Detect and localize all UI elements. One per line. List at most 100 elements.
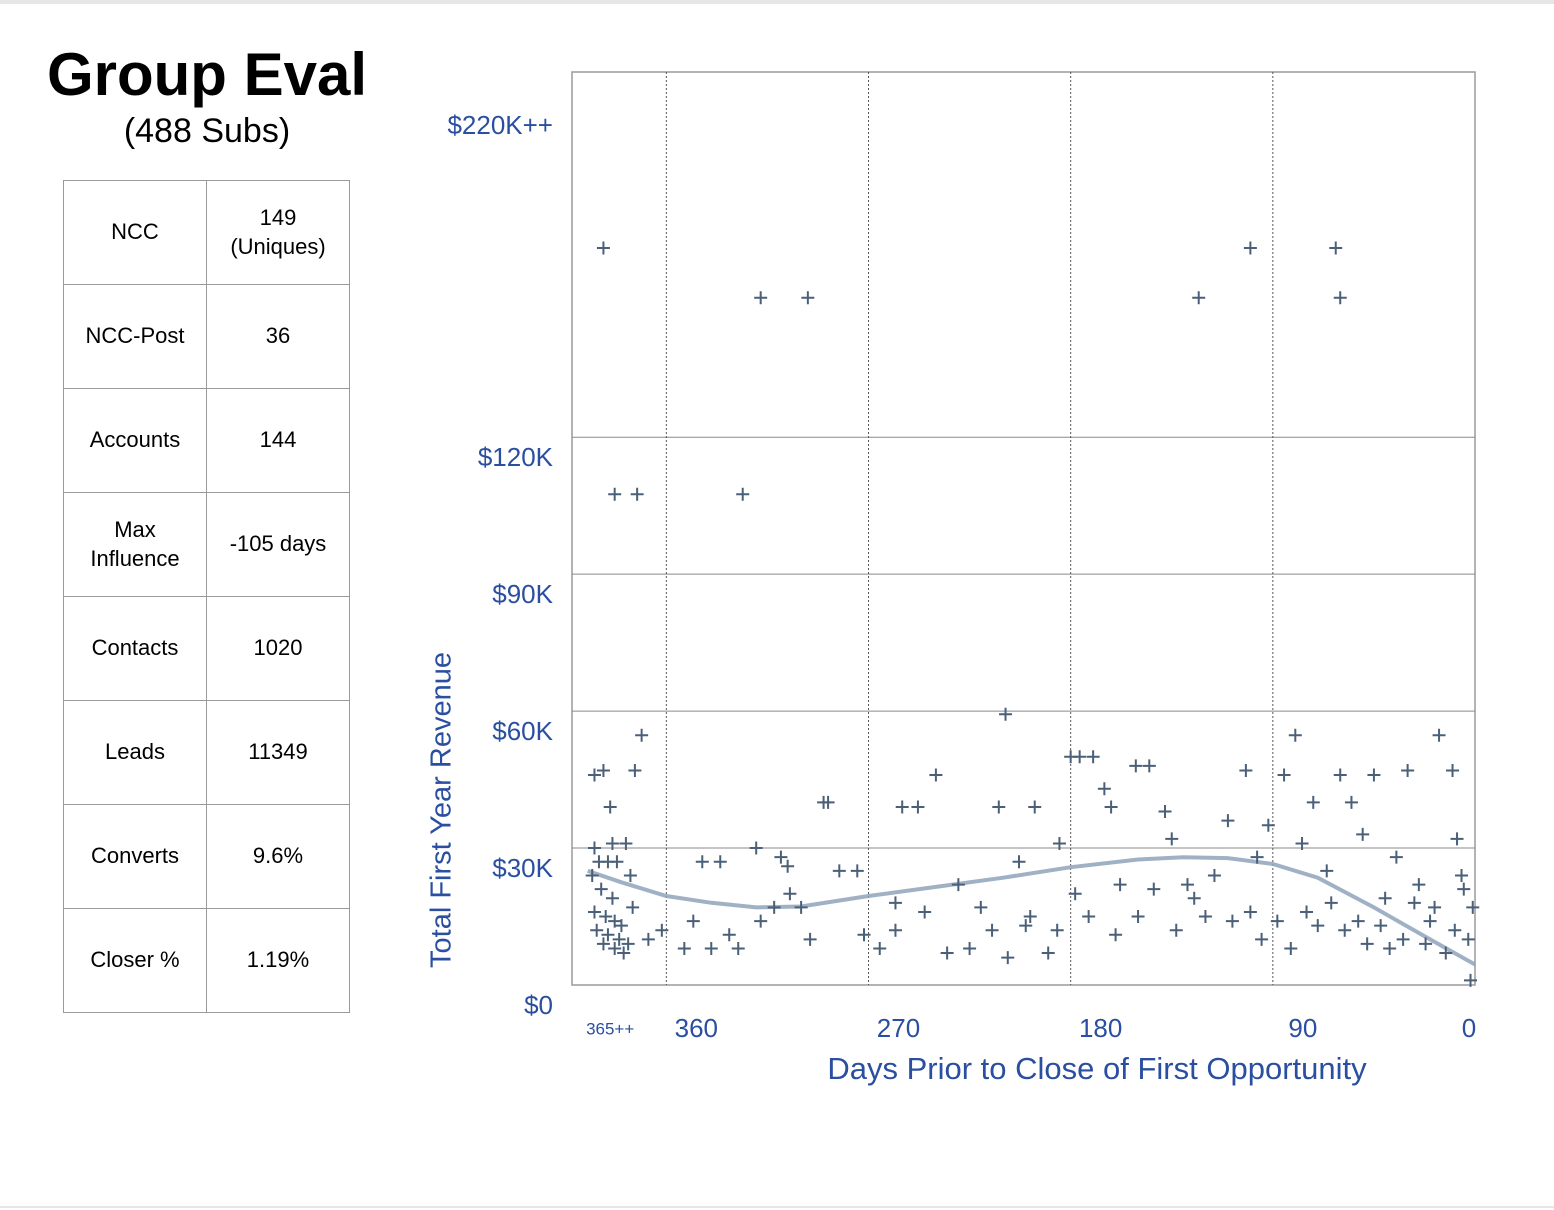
point (1239, 763, 1253, 777)
point (621, 937, 635, 951)
point (1311, 919, 1325, 933)
row-value: 36 (206, 284, 350, 389)
x-tick-label: 180 (1079, 1013, 1122, 1043)
point (1455, 868, 1469, 882)
point (587, 905, 601, 919)
point (590, 923, 604, 937)
y-tick-label: $90K (492, 579, 553, 609)
point (1457, 882, 1471, 896)
row-value: 1020 (206, 596, 350, 701)
point (614, 919, 628, 933)
row-value: 144 (206, 388, 350, 493)
point (803, 932, 817, 946)
point (1147, 882, 1161, 896)
point (1052, 836, 1066, 850)
point (918, 905, 932, 919)
point (1446, 763, 1460, 777)
x-tick-label: 360 (675, 1013, 718, 1043)
table-row: Converts 9.6% (63, 804, 350, 909)
point (1338, 923, 1352, 937)
point (1450, 832, 1464, 846)
point (749, 841, 763, 855)
point (801, 291, 815, 305)
point (1243, 241, 1257, 255)
point (731, 941, 745, 955)
point (587, 841, 601, 855)
point (1466, 900, 1480, 914)
point (1261, 818, 1275, 832)
point (605, 836, 619, 850)
point (1165, 832, 1179, 846)
table-row: Contacts 1020 (63, 596, 350, 701)
point (767, 900, 781, 914)
point (1082, 910, 1096, 924)
point (783, 887, 797, 901)
point (774, 850, 788, 864)
point (850, 864, 864, 878)
point (794, 900, 808, 914)
row-label: Accounts (63, 388, 207, 493)
point (1383, 941, 1397, 955)
point (821, 795, 835, 809)
y-axis-label: Total First Year Revenue (426, 652, 458, 968)
point (1344, 795, 1358, 809)
point (857, 928, 871, 942)
point (713, 855, 727, 869)
point (1428, 900, 1442, 914)
point (736, 487, 750, 501)
x-tick-label: 365++ (586, 1019, 634, 1038)
row-label: NCC-Post (63, 284, 207, 389)
point (1180, 878, 1194, 892)
point (1396, 932, 1410, 946)
row-label: NCC (63, 180, 207, 285)
point (1300, 905, 1314, 919)
point (1329, 241, 1343, 255)
point (1461, 932, 1475, 946)
point (873, 941, 887, 955)
point (1464, 973, 1478, 987)
point (686, 914, 700, 928)
point (1041, 946, 1055, 960)
y-tick-label: $60K (492, 716, 553, 746)
point (985, 923, 999, 937)
point (1255, 932, 1269, 946)
row-label: Max Influence (63, 492, 207, 597)
point (1225, 914, 1239, 928)
point (587, 768, 601, 782)
point (1351, 914, 1365, 928)
point (754, 291, 768, 305)
row-label: Contacts (63, 596, 207, 701)
point (1306, 795, 1320, 809)
table-row: Max Influence -105 days (63, 492, 350, 597)
point (1270, 914, 1284, 928)
point (1012, 855, 1026, 869)
top-rule (0, 0, 1554, 4)
point (1320, 864, 1334, 878)
point (911, 800, 925, 814)
point (1142, 759, 1156, 773)
point (1050, 923, 1064, 937)
table-row: Accounts 144 (63, 388, 350, 493)
subtitle: (488 Subs) (123, 112, 291, 150)
point (1288, 728, 1302, 742)
stats-table: NCC 149 (Uniques) NCC-Post 36 Accounts 144 Max… (63, 180, 350, 1013)
point (594, 882, 608, 896)
table-row: Leads 11349 (63, 700, 350, 805)
point (1001, 951, 1015, 965)
row-value: 11349 (206, 700, 350, 805)
point (895, 800, 909, 814)
point (1439, 946, 1453, 960)
point (1407, 896, 1421, 910)
point (1109, 928, 1123, 942)
point (888, 923, 902, 937)
point (1068, 887, 1082, 901)
point (992, 800, 1006, 814)
bottom-rule (0, 1206, 1554, 1208)
x-tick-label: 270 (877, 1013, 920, 1043)
point (1374, 919, 1388, 933)
x-tick-label: 90 (1288, 1013, 1317, 1043)
point (1295, 836, 1309, 850)
point (601, 928, 615, 942)
point (1277, 768, 1291, 782)
